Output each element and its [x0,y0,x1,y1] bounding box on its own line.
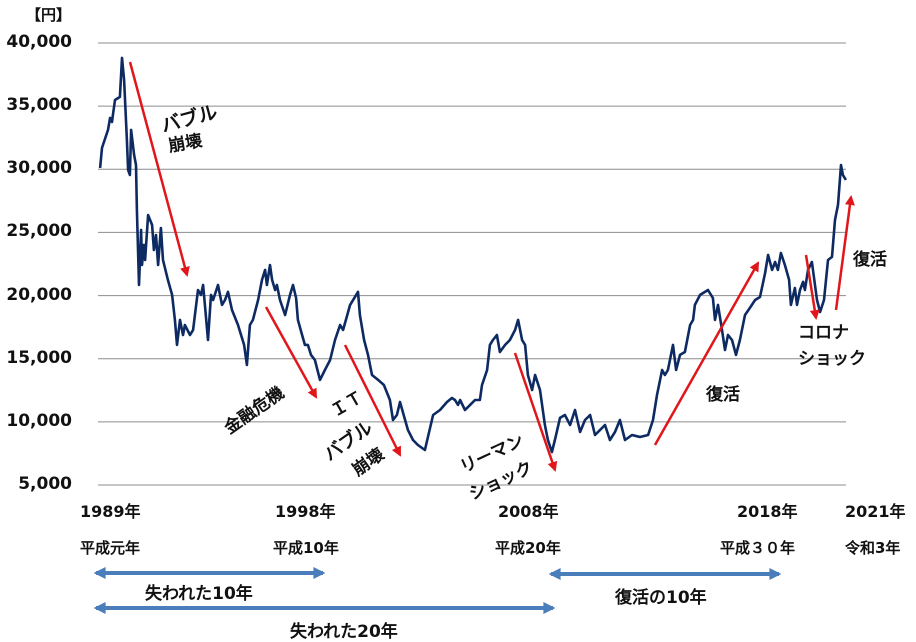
arrow-recovery [653,261,760,446]
era-2018: 平成３０年 [720,539,796,557]
y-tick-label: 25,000 [6,221,72,242]
xtick-1989: 1989年 [80,502,141,521]
arrow-bubble-collapse [128,61,190,277]
gridlines [98,42,846,486]
arrow-financial-crisis [264,306,318,399]
annotation-recovery-2: 復活 [853,250,887,270]
y-axis-unit: 【円】 [26,6,72,24]
xtick-2021: 2021年 [845,502,906,521]
era-1989: 平成元年 [80,539,141,557]
era-2021: 令和3年 [845,539,901,557]
series-line-nikkei [98,56,848,454]
period-label-lost-20: 失われた20年 [290,622,398,642]
annotation-recovery: 復活 [706,385,740,405]
arrow-lehman [513,352,558,472]
era-2008: 平成20年 [495,539,561,557]
y-tick-label: 5,000 [18,474,72,494]
xtick-2018: 2018年 [737,502,798,521]
y-tick-label: 35,000 [6,95,72,116]
annotation-corona-shock: ショック [798,349,866,369]
arrow-it-bubble [343,344,402,457]
xtick-2008: 2008年 [498,502,559,521]
annotation-corona: コロナ [798,323,849,343]
arrow-corona [804,254,820,320]
era-1998: 平成10年 [273,539,339,557]
y-tick-label: 20,000 [6,284,72,305]
arrow-recovery-2 [834,195,855,311]
y-tick-label: 30,000 [6,158,72,179]
period-label-recovery-10: 復活の10年 [615,588,707,608]
y-tick-label: 15,000 [6,347,72,368]
period-label-lost-10: 失われた10年 [145,584,253,604]
y-tick-label: 10,000 [6,410,72,431]
y-tick-label: 40,000 [6,32,72,52]
xtick-1998: 1998年 [275,502,336,521]
